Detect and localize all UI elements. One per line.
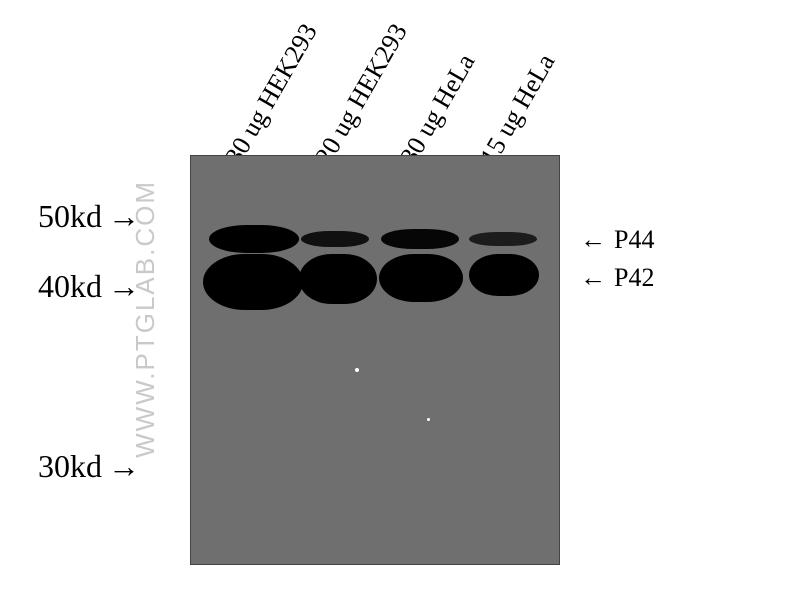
mw-marker-30: 30kd →	[38, 448, 140, 485]
blot-band	[469, 254, 539, 296]
western-blot	[190, 155, 560, 565]
mw-marker-text: 40kd	[38, 268, 102, 305]
blot-speck	[355, 368, 359, 372]
blot-band	[209, 225, 299, 253]
blot-band	[379, 254, 463, 302]
lane-label-4: 15 ug HeLa	[474, 49, 561, 170]
arrow-icon: →	[108, 448, 140, 485]
mw-marker-40: 40kd →	[38, 268, 140, 305]
band-label-p42: ← P42	[580, 263, 654, 293]
blot-band	[469, 232, 537, 246]
arrow-icon: →	[108, 198, 140, 235]
blot-speck	[427, 418, 430, 421]
band-label-p44: ← P44	[580, 225, 654, 255]
band-label-text: P42	[614, 263, 654, 293]
blot-band	[381, 229, 459, 249]
arrow-icon: →	[108, 268, 140, 305]
lane-label-1: 30 ug HEK293	[219, 19, 324, 170]
lane-label-3: 30 ug HeLa	[394, 49, 481, 170]
blot-band	[301, 231, 369, 247]
mw-marker-text: 30kd	[38, 448, 102, 485]
mw-marker-text: 50kd	[38, 198, 102, 235]
figure-container: WWW.PTGLAB.COM 50kd → 40kd → 30kd → 30 u…	[0, 0, 800, 600]
band-label-text: P44	[614, 225, 654, 255]
mw-marker-50: 50kd →	[38, 198, 140, 235]
blot-band	[203, 254, 303, 310]
left-arrow-icon: ←	[580, 263, 606, 293]
left-arrow-icon: ←	[580, 225, 606, 255]
blot-band	[299, 254, 377, 304]
